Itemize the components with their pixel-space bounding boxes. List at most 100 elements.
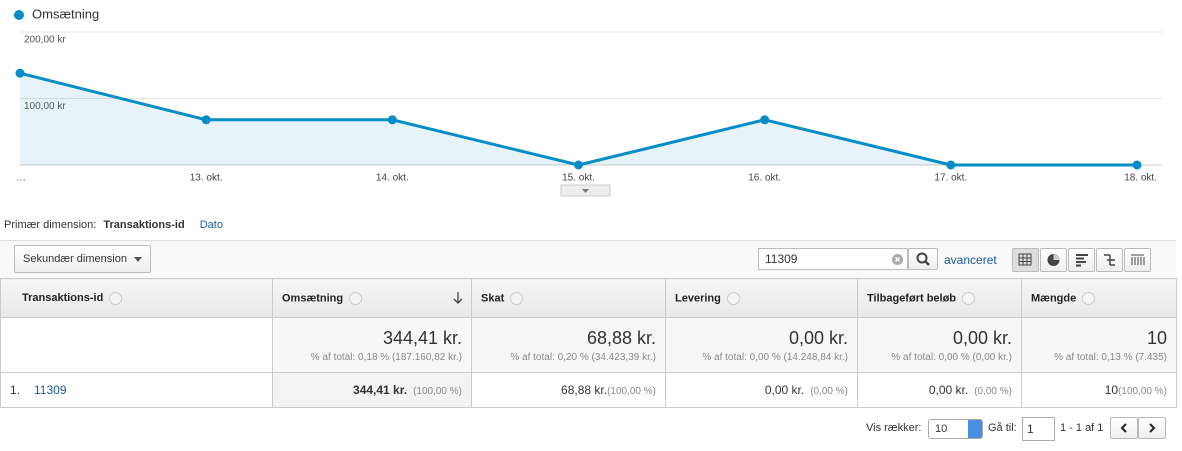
help-icon	[109, 291, 123, 305]
point	[15, 68, 25, 78]
x-tick-label: 14. okt.	[376, 173, 409, 184]
cell-share: (0,00 %)	[974, 386, 1012, 397]
rows-label: Vis rækker:	[866, 422, 922, 434]
point	[760, 115, 770, 125]
x-tick-label: 18. okt.	[1124, 173, 1157, 184]
dimension-option[interactable]: Dato	[199, 219, 223, 231]
select-arrows	[968, 420, 982, 438]
data-table: Transaktions-id Omsætning Skat Levering Tilb…	[0, 278, 1177, 408]
column-header[interactable]: Skat	[471, 278, 666, 318]
data-row: 1. 11309 344,41 kr. (100,00 %) 68,88 kr.(100…	[0, 372, 1177, 408]
column-title: Tilbageført beløb	[867, 291, 957, 304]
help-icon	[962, 291, 976, 305]
advanced-link[interactable]: avanceret	[944, 253, 997, 267]
cell-value: 0,00 kr.	[928, 383, 969, 397]
column-header[interactable]: Mængde	[1021, 278, 1177, 318]
total-value: 0,00 kr.	[788, 327, 848, 348]
sort-arrow	[453, 292, 463, 304]
total-share: % af total: 0,13 % (7.435)	[1054, 351, 1167, 363]
goto-input[interactable]: 1	[1022, 417, 1055, 441]
total-value: 344,41 kr.	[382, 327, 462, 348]
rows-select[interactable]: 10	[928, 419, 983, 439]
total-cell: 10 % af total: 0,13 % (7.435)	[1021, 317, 1177, 373]
toolbar	[0, 240, 1176, 279]
search-button[interactable]	[908, 248, 938, 270]
dimension-label: Primær dimension:	[4, 219, 97, 231]
secondary-dimension-button[interactable]: Sekundær dimension	[14, 245, 151, 273]
search-icon	[916, 252, 930, 266]
total-value: 68,88 kr.	[586, 327, 656, 348]
cell-share: (0,00 %)	[810, 386, 848, 397]
prev-button[interactable]	[1110, 417, 1138, 439]
column-title: Transaktions-id	[22, 291, 104, 304]
secondary-dimension-label: Sekundær dimension	[23, 253, 127, 265]
column-header[interactable]: Levering	[665, 278, 858, 318]
total-share: % af total: 0,00 % (0,00 kr.)	[891, 351, 1012, 363]
column-header[interactable]: Omsætning	[272, 278, 472, 318]
column-title: Omsætning	[282, 291, 344, 304]
row-id[interactable]: 11309	[34, 383, 67, 397]
x-tick-label: 17. okt.	[934, 173, 967, 184]
legend-label: Omsætning	[32, 6, 99, 21]
dimension-selected[interactable]: Transaktions-id	[103, 219, 185, 231]
area	[20, 73, 1137, 165]
handle-icon	[582, 189, 589, 193]
view-table[interactable]	[1012, 248, 1039, 272]
row-cell: 68,88 kr.(100,00 %)	[471, 372, 666, 408]
total-cell: 344,41 kr. % af total: 0,18 % (187.160,82…	[272, 317, 472, 373]
total-cell: 0,00 kr. % af total: 0,00 % (14.248,84 kr…	[665, 317, 858, 373]
view-bars[interactable]	[1068, 248, 1095, 272]
row-cell: 10(100,00 %)	[1021, 372, 1177, 408]
legend-swatch	[14, 10, 24, 20]
column-header[interactable]: Transaktions-id	[0, 278, 273, 318]
total-value: 10	[1146, 327, 1167, 348]
goto-label: Gå til:	[988, 422, 1017, 434]
point	[387, 115, 397, 125]
dimension-bar: Primær dimension: Transaktions-id Dato	[4, 219, 223, 231]
rows-value: 10	[935, 423, 948, 435]
column-title: Levering	[675, 291, 721, 304]
search-input[interactable]: 11309	[758, 248, 908, 270]
x-tick-label: 16. okt.	[748, 173, 781, 184]
total-share: % af total: 0,18 % (187.160,82 kr.)	[310, 351, 462, 363]
cell-value: 344,41 kr.	[353, 383, 408, 397]
page-range: 1 - 1 af 1	[1060, 422, 1104, 434]
total-cell: 68,88 kr. % af total: 0,20 % (34.423,39 k…	[471, 317, 666, 373]
help-icon	[349, 291, 363, 305]
help-icon	[726, 291, 740, 305]
column-title: Skat	[481, 291, 505, 304]
y-tick-label: 200,00 kr	[24, 35, 66, 46]
cell-share: (100,00 %)	[607, 386, 656, 397]
x-tick-label: 15. okt.	[562, 173, 595, 184]
x-tick-label: 13. okt.	[190, 173, 223, 184]
total-share: % af total: 0,20 % (34.423,39 kr.)	[510, 351, 656, 363]
column-header[interactable]: Tilbageført beløb	[857, 278, 1022, 318]
row-cell: 0,00 kr. (0,00 %)	[665, 372, 858, 408]
clear-icon[interactable]	[892, 254, 903, 265]
search-value: 11309	[765, 252, 798, 266]
totals-empty	[0, 317, 273, 373]
chart: Omsætning 100,00 kr 200,00 kr … 13. okt. 14.…	[14, 6, 1162, 197]
point	[201, 115, 211, 125]
total-value: 0,00 kr.	[952, 327, 1012, 348]
dropdown-arrow	[134, 257, 142, 262]
row-cell: 0,00 kr. (0,00 %)	[857, 372, 1022, 408]
point	[574, 160, 583, 170]
view-pivot[interactable]	[1124, 248, 1151, 272]
view-pie[interactable]	[1040, 248, 1067, 272]
totals-row: 344,41 kr. % af total: 0,18 % (187.160,82…	[0, 317, 1177, 373]
help-icon	[1082, 291, 1096, 305]
row-cell: 344,41 kr. (100,00 %)	[272, 372, 472, 408]
next-button[interactable]	[1138, 417, 1166, 439]
goto-value: 1	[1027, 422, 1034, 436]
cell-share: (100,00 %)	[1118, 386, 1167, 397]
row-index: 1.	[10, 383, 21, 397]
cell-value: 10	[1104, 383, 1119, 397]
point	[1132, 160, 1142, 170]
view-compare[interactable]	[1096, 248, 1123, 272]
cell-value: 0,00 kr.	[764, 383, 805, 397]
cell-share: (100,00 %)	[413, 386, 462, 397]
point	[946, 160, 956, 170]
y-tick-label: 100,00 kr	[24, 101, 66, 112]
